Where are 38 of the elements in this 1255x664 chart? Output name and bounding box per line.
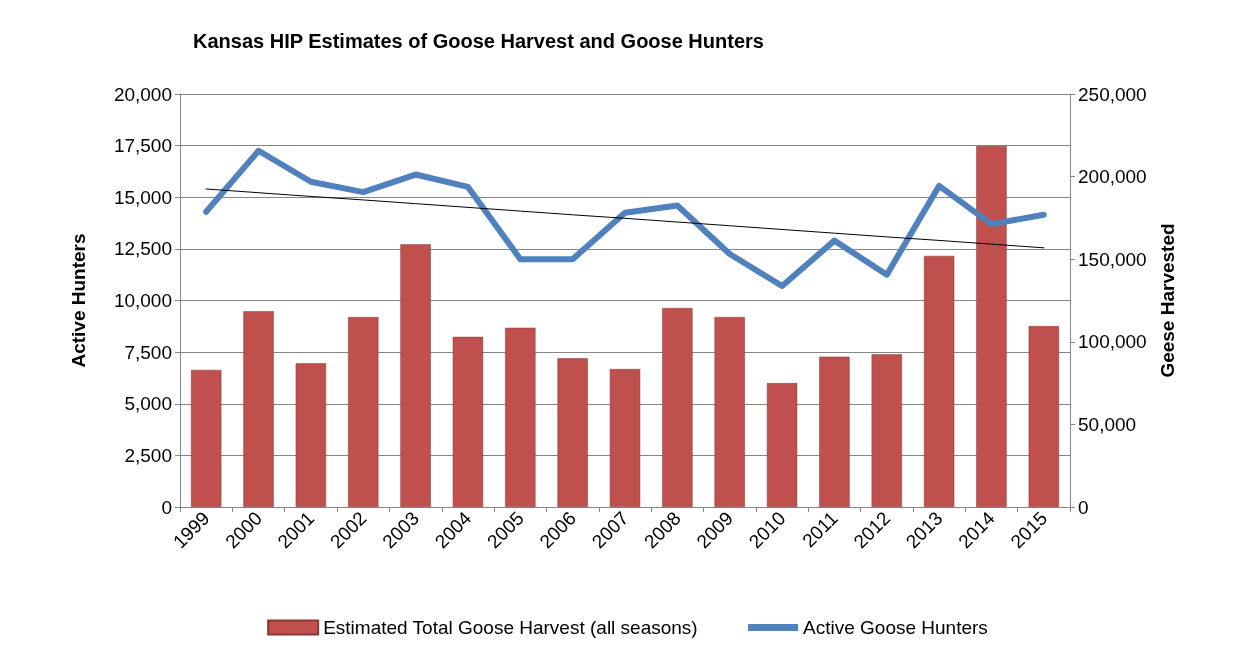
bar — [452, 336, 484, 507]
bar — [714, 317, 745, 507]
bar — [243, 311, 274, 507]
bar — [923, 255, 955, 507]
y2-axis-title: Geese Harvested — [1156, 223, 1178, 378]
y2-tick-label: 0 — [1078, 496, 1089, 518]
y2-tick-label: 50,000 — [1078, 413, 1137, 435]
y-tick-label: 0 — [161, 496, 172, 518]
y2-tick-label: 100,000 — [1078, 331, 1147, 353]
bar — [819, 356, 850, 507]
bar — [557, 358, 588, 507]
chart-title: Kansas HIP Estimates of Goose Harvest and Goose Hunters — [193, 30, 764, 52]
bar — [662, 307, 693, 507]
bar — [766, 383, 798, 507]
bar — [609, 369, 641, 507]
y-axis-title: Active Hunters — [68, 233, 89, 368]
legend-label: Active Goose Hunters — [803, 617, 988, 638]
bar — [400, 244, 431, 507]
y2-tick-label: 250,000 — [1078, 83, 1147, 105]
y2-tick-label: 150,000 — [1078, 248, 1147, 270]
bar — [190, 369, 222, 507]
bar — [1028, 326, 1060, 507]
y-tick-label: 12,500 — [113, 238, 172, 260]
y-tick-label: 10,000 — [113, 290, 172, 311]
y-tick-label: 15,000 — [113, 186, 172, 208]
bar — [871, 354, 902, 507]
y-tick-label: 7,500 — [124, 341, 172, 363]
y-tick-label: 17,500 — [113, 135, 172, 157]
bar — [505, 327, 536, 507]
y-tick-label: 5,000 — [124, 393, 172, 415]
legend-label: Estimated Total Goose Harvest (all seasons) — [323, 617, 698, 638]
bar — [976, 146, 1007, 507]
y-tick-label: 20,000 — [113, 83, 172, 105]
line-series — [205, 188, 1045, 249]
y-tick-label: 2,500 — [124, 444, 172, 466]
bar — [348, 317, 379, 507]
bar — [295, 363, 327, 507]
y2-tick-label: 200,000 — [1078, 166, 1147, 188]
